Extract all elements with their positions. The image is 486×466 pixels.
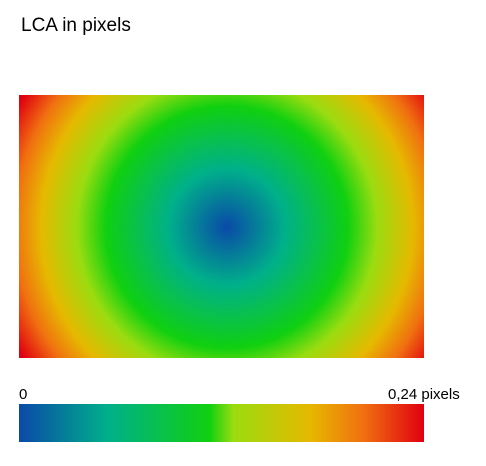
- lca-heatmap: [19, 95, 424, 358]
- colorbar: [19, 404, 424, 442]
- heatmap-field: [19, 95, 424, 358]
- chart-title: LCA in pixels: [21, 15, 131, 36]
- colorbar-min-label: 0: [19, 386, 28, 403]
- colorbar-fill: [19, 404, 424, 442]
- colorbar-max-label: 0,24 pixels: [388, 386, 460, 403]
